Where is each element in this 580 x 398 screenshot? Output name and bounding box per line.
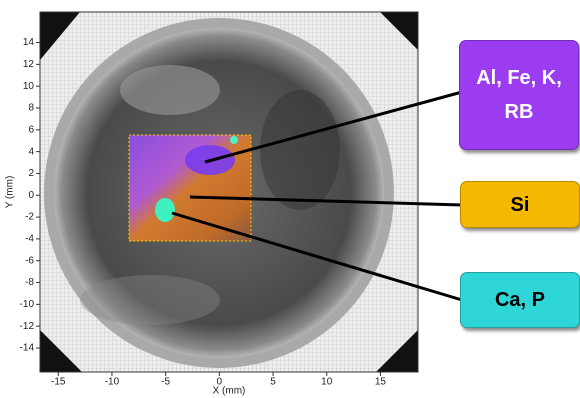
y-tick-label: 2: [28, 168, 34, 179]
y-tick-label: -8: [25, 277, 34, 288]
y-axis-label: Y (mm): [5, 176, 16, 209]
x-tick-label: 15: [375, 377, 387, 388]
callout-box: Si: [460, 181, 580, 228]
x-tick-label: -5: [161, 377, 170, 388]
y-tick-label: -2: [25, 212, 34, 223]
y-tick-label: 0: [28, 190, 34, 201]
y-tick-label: -10: [20, 299, 35, 310]
y-tick-label: 12: [23, 59, 35, 70]
y-tick-label: -12: [20, 321, 35, 332]
y-tick-label: 8: [28, 103, 34, 114]
x-tick-label: 10: [321, 377, 333, 388]
x-tick-label: -10: [105, 377, 120, 388]
sample-image: [40, 12, 418, 372]
x-tick-label: -15: [51, 377, 66, 388]
y-tick-label: -6: [25, 255, 34, 266]
y-tick-label: 4: [28, 146, 34, 157]
y-tick-label: 14: [23, 37, 35, 48]
y-tick-label: 6: [28, 124, 34, 135]
page: -15-10-505101514121086420-2-4-6-8-10-12-…: [0, 0, 580, 398]
callout-box: Ca, P: [460, 272, 580, 328]
y-tick-label: -4: [25, 234, 34, 245]
x-axis-label: X (mm): [213, 386, 246, 397]
x-tick-label: 5: [270, 377, 276, 388]
y-tick-label: -14: [20, 343, 35, 354]
y-tick-label: 10: [23, 81, 35, 92]
callout-box: Al, Fe, K, RB: [459, 40, 579, 150]
